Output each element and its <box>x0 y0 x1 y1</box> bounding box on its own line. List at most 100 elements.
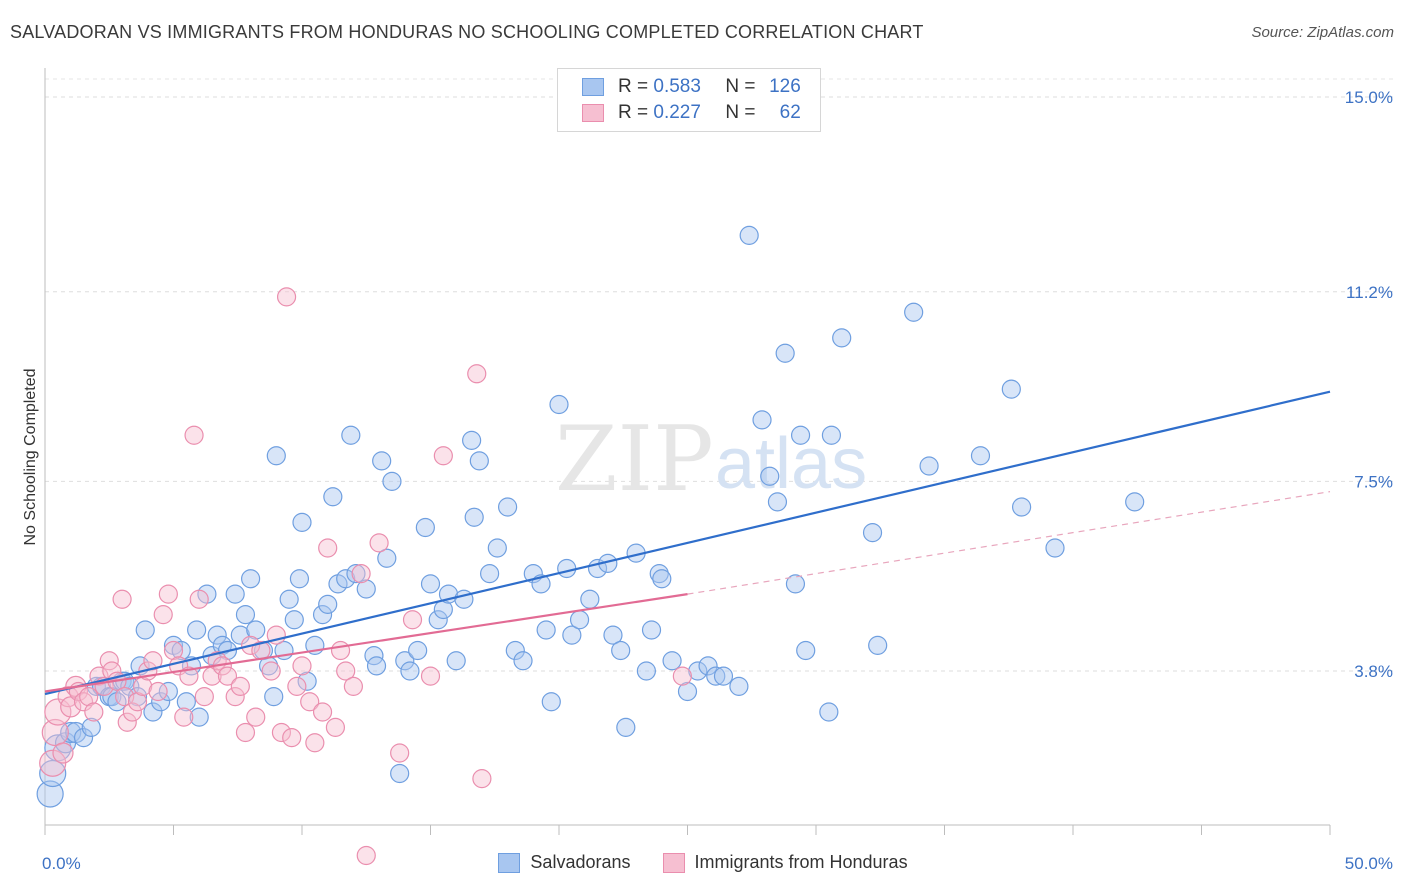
salvadoran-point <box>1125 492 1145 512</box>
salvadoran-point <box>713 666 734 686</box>
legend-row-honduras: R = 0.227 N = 62 <box>582 101 801 125</box>
honduras-point <box>225 687 245 707</box>
honduras-point <box>390 743 410 763</box>
salvadoran-point <box>919 456 939 476</box>
honduras-point <box>287 676 307 696</box>
salvadoran-point <box>279 589 299 609</box>
trend-line-honduras-extension <box>687 491 1331 595</box>
honduras-point <box>282 728 302 748</box>
honduras-point <box>163 640 184 661</box>
honduras-point <box>102 661 122 681</box>
honduras-point <box>261 661 281 681</box>
honduras-point <box>472 769 492 789</box>
honduras-point <box>351 564 371 584</box>
salvadoran-point <box>580 589 600 609</box>
salvadoran-point <box>382 471 402 491</box>
legend-n-value: 126 <box>769 76 801 97</box>
honduras-point <box>343 676 363 696</box>
salvadoran-point <box>541 692 561 712</box>
salvadoran-point <box>698 656 718 676</box>
salvadoran-point <box>1001 379 1021 399</box>
honduras-point <box>336 661 356 681</box>
salvadoran-point <box>549 394 569 415</box>
salvadoran-point <box>557 558 577 579</box>
honduras-point <box>402 610 423 630</box>
legend-item-honduras[interactable]: Immigrants from Honduras <box>662 852 908 873</box>
salvadoran-point <box>652 569 672 589</box>
axes <box>44 68 1331 835</box>
honduras-point <box>115 687 135 707</box>
watermark: ZIP atlas <box>555 407 867 512</box>
honduras-point <box>52 742 74 764</box>
salvadoran-point <box>819 702 839 722</box>
salvadoran-point <box>408 640 428 661</box>
legend-n-label: N = <box>725 76 756 97</box>
honduras-point <box>127 692 148 712</box>
salvadoran-point <box>318 594 338 614</box>
salvadoran-point <box>970 446 991 466</box>
legend-row-salvadorans: R = 0.583 N = 126 <box>582 75 801 99</box>
salvadoran-point <box>862 523 883 543</box>
honduras-point <box>153 605 173 625</box>
salvadoran-point <box>297 671 317 691</box>
data-points <box>36 225 1145 866</box>
salvadoran-point <box>904 302 924 322</box>
honduras-point <box>300 692 320 712</box>
honduras-point <box>79 687 99 707</box>
legend-label-honduras: Immigrants from Honduras <box>694 852 908 872</box>
legend-r-label: R = <box>618 76 649 97</box>
salvadoran-point <box>312 605 333 625</box>
salvadoran-point <box>171 640 191 661</box>
chart-title: SALVADORAN VS IMMIGRANTS FROM HONDURAS N… <box>10 22 924 42</box>
salvadoran-point <box>796 640 816 661</box>
salvadoran-point <box>377 548 397 568</box>
salvadoran-point <box>420 574 441 594</box>
legend-swatch-salvadorans <box>582 78 604 96</box>
y-tick-label: 3.8% <box>1354 662 1393 681</box>
honduras-point <box>174 707 194 727</box>
honduras-point <box>117 712 137 732</box>
salvadoran-point <box>480 564 500 584</box>
salvadoran-point <box>323 487 343 507</box>
salvadoran-point <box>241 569 261 589</box>
honduras-point <box>230 676 250 696</box>
honduras-point <box>39 749 67 777</box>
series-legend: Salvadorans Immigrants from Honduras <box>0 852 1406 873</box>
honduras-point <box>312 702 333 722</box>
salvadoran-point <box>487 538 507 558</box>
honduras-point <box>467 364 487 384</box>
salvadoran-point <box>469 451 489 471</box>
honduras-point <box>330 640 351 661</box>
salvadoran-point <box>225 584 245 604</box>
salvadoran-point <box>513 651 533 671</box>
legend-item-salvadorans[interactable]: Salvadorans <box>498 852 631 873</box>
tick-labels: 3.8% 7.5% 11.2% 15.0% 0.0% 50.0% <box>42 88 1393 873</box>
salvadoran-point <box>346 564 366 584</box>
salvadoran-point <box>767 492 788 512</box>
salvadoran-point <box>821 425 842 445</box>
legend-label-salvadorans: Salvadorans <box>530 852 631 872</box>
salvadoran-point <box>641 620 662 640</box>
salvadoran-point <box>760 466 780 486</box>
salvadoran-point <box>446 651 466 671</box>
salvadoran-point <box>868 635 888 655</box>
honduras-point <box>276 287 297 307</box>
salvadoran-point <box>176 692 196 712</box>
y-axis-label: No Schooling Completed <box>22 369 39 546</box>
salvadoran-point <box>400 661 420 681</box>
legend-swatch-honduras <box>662 852 685 873</box>
salvadoran-point <box>415 517 435 538</box>
salvadoran-point <box>562 625 582 645</box>
legend-swatch-salvadorans <box>498 852 521 873</box>
salvadoran-point <box>428 610 448 630</box>
honduras-point <box>112 589 132 609</box>
honduras-point <box>184 425 204 445</box>
honduras-point <box>217 666 238 686</box>
salvadoran-point <box>366 656 387 676</box>
salvadoran-point <box>264 687 284 707</box>
salvadoran-point <box>498 497 518 517</box>
honduras-point <box>325 717 346 737</box>
salvadoran-point <box>649 564 669 584</box>
legend-n-value: 62 <box>779 102 801 123</box>
